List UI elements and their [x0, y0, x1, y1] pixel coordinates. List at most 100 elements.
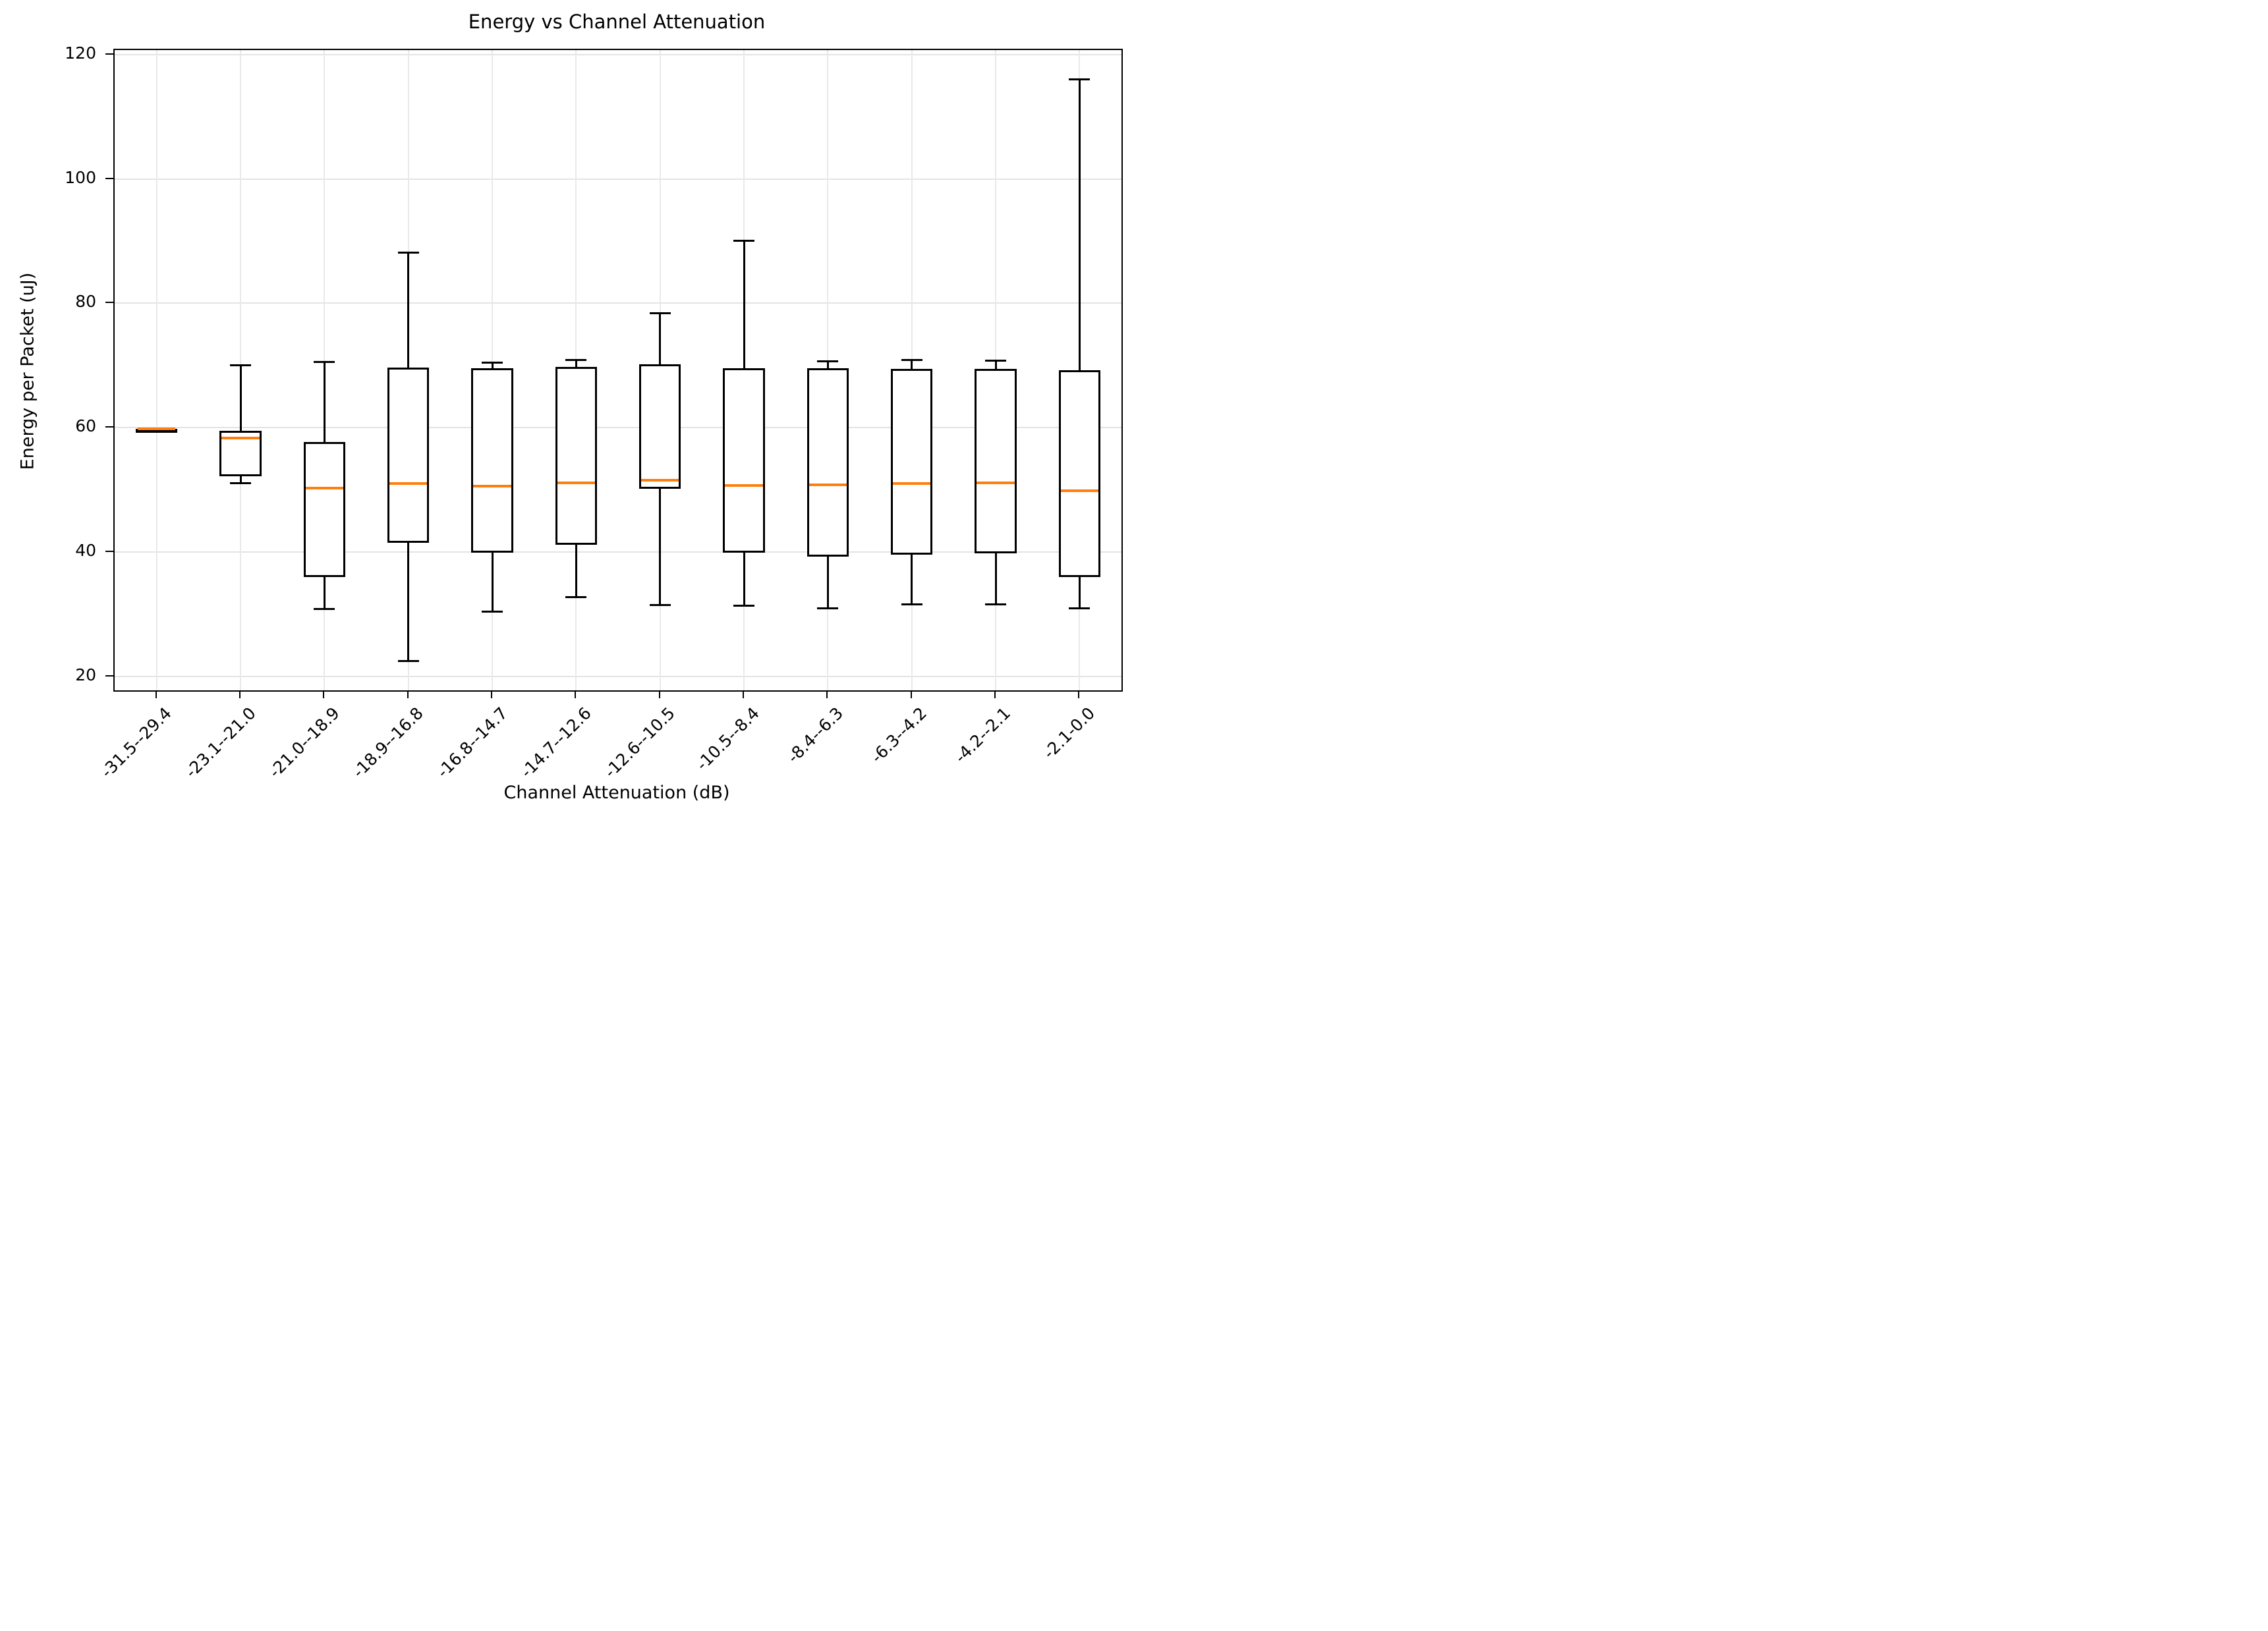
lower-whisker-cap — [649, 604, 671, 607]
y-tick-label: 100 — [65, 167, 96, 187]
y-tick-mark — [105, 302, 113, 304]
y-tick-mark — [105, 426, 113, 428]
median-line — [389, 482, 428, 485]
upper-whisker — [1078, 79, 1081, 371]
upper-whisker-cap — [817, 360, 839, 362]
iqr-box — [638, 364, 681, 489]
iqr-box — [1058, 370, 1101, 578]
upper-whisker — [911, 360, 913, 369]
x-tick-mark — [323, 690, 325, 698]
median-line — [977, 481, 1015, 484]
median-line — [725, 484, 763, 487]
y-tick-label: 60 — [75, 416, 96, 436]
y-tick-mark — [105, 53, 113, 55]
median-line — [640, 478, 679, 482]
median-line — [473, 485, 511, 488]
iqr-box — [890, 368, 933, 555]
lower-whisker — [994, 553, 997, 605]
y-tick-mark — [105, 551, 113, 553]
lower-whisker-cap — [565, 595, 587, 598]
y-tick-label: 20 — [75, 665, 96, 685]
median-line — [305, 487, 344, 489]
y-gridline — [115, 676, 1121, 678]
upper-whisker-cap — [901, 358, 922, 361]
upper-whisker — [491, 362, 494, 368]
upper-whisker — [826, 361, 829, 368]
y-gridline — [115, 302, 1121, 304]
iqr-box — [807, 368, 849, 557]
y-axis-title: Energy per Packet (uJ) — [17, 272, 38, 470]
median-line — [557, 481, 596, 484]
lower-whisker-cap — [314, 607, 335, 610]
x-tick-label-text: -21.0--18.9 — [265, 704, 343, 782]
lower-whisker — [239, 476, 242, 484]
y-gridline — [115, 427, 1121, 429]
x-axis-title: Channel Attenuation (dB) — [503, 783, 730, 803]
x-tick-label-text: -10.5--8.4 — [692, 704, 763, 775]
x-tick-mark — [994, 690, 996, 698]
y-gridline — [115, 53, 1121, 55]
median-line — [137, 428, 176, 431]
iqr-box — [387, 367, 430, 543]
lower-whisker-cap — [817, 607, 839, 609]
x-tick-mark — [910, 690, 912, 698]
lower-whisker-cap — [901, 603, 922, 606]
median-line — [221, 437, 260, 440]
x-gridline — [156, 50, 157, 690]
upper-whisker-cap — [985, 359, 1006, 362]
plot-area — [113, 49, 1123, 692]
lower-whisker-cap — [985, 603, 1006, 606]
x-tick-label-text: -2.1-0.0 — [1039, 704, 1098, 763]
upper-whisker — [659, 313, 662, 365]
lower-whisker-cap — [733, 605, 754, 607]
x-tick-mark — [1078, 690, 1080, 698]
upper-whisker-cap — [1069, 78, 1091, 80]
lower-whisker — [1078, 577, 1081, 609]
lower-whisker — [911, 555, 913, 605]
iqr-box — [975, 368, 1017, 554]
lower-whisker-cap — [230, 482, 251, 484]
y-tick-mark — [105, 675, 113, 677]
upper-whisker-cap — [482, 361, 503, 364]
upper-whisker — [743, 240, 745, 368]
lower-whisker — [491, 553, 494, 612]
upper-whisker — [239, 365, 242, 431]
x-tick-mark — [491, 690, 492, 698]
lower-whisker — [407, 543, 410, 661]
upper-whisker-cap — [565, 358, 587, 361]
x-tick-label-text: -6.3--4.2 — [867, 704, 931, 767]
y-tick-mark — [105, 177, 113, 179]
median-line — [1060, 489, 1099, 492]
y-gridline — [115, 551, 1121, 553]
x-tick-label-text: -4.2--2.1 — [951, 704, 1015, 767]
lower-whisker — [575, 544, 577, 597]
upper-whisker — [575, 360, 577, 367]
x-tick-mark — [239, 690, 241, 698]
x-tick-mark — [743, 690, 744, 698]
lower-whisker-cap — [1069, 607, 1091, 609]
x-tick-label-text: -31.5--29.4 — [97, 704, 176, 782]
x-tick-mark — [155, 690, 157, 698]
x-tick-label-text: -8.4--6.3 — [783, 704, 847, 767]
lower-whisker-cap — [397, 660, 419, 663]
chart-title: Energy vs Channel Attenuation — [468, 11, 766, 33]
upper-whisker — [994, 360, 997, 369]
y-tick-label: 40 — [75, 541, 96, 561]
iqr-box — [471, 368, 513, 553]
x-tick-mark — [658, 690, 660, 698]
upper-whisker-cap — [230, 364, 251, 367]
lower-whisker — [659, 488, 662, 605]
x-tick-label-text: -16.8--14.7 — [433, 704, 511, 782]
upper-whisker-cap — [649, 312, 671, 315]
figure-canvas: Energy vs Channel Attenuation Energy per… — [0, 0, 1134, 815]
upper-whisker — [323, 362, 326, 443]
x-tick-mark — [826, 690, 828, 698]
lower-whisker — [323, 577, 326, 609]
iqr-box — [555, 366, 598, 545]
upper-whisker-cap — [397, 252, 419, 254]
iqr-box — [723, 368, 765, 553]
upper-whisker — [407, 252, 410, 368]
lower-whisker — [826, 556, 829, 609]
median-line — [808, 484, 847, 487]
x-tick-mark — [575, 690, 577, 698]
